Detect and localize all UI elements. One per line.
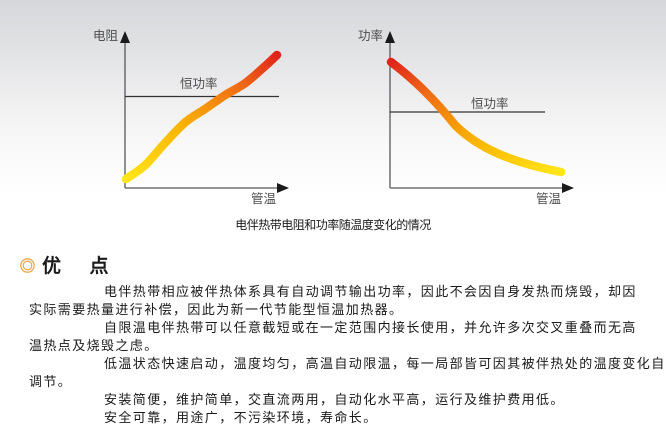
svg-text:电阻: 电阻 xyxy=(93,29,119,43)
svg-text:恒功率: 恒功率 xyxy=(180,76,218,91)
svg-text:恒功率: 恒功率 xyxy=(471,96,509,111)
svg-text:管温: 管温 xyxy=(251,191,277,206)
svg-text:功率: 功率 xyxy=(358,28,383,43)
svg-text:管温: 管温 xyxy=(536,191,562,206)
